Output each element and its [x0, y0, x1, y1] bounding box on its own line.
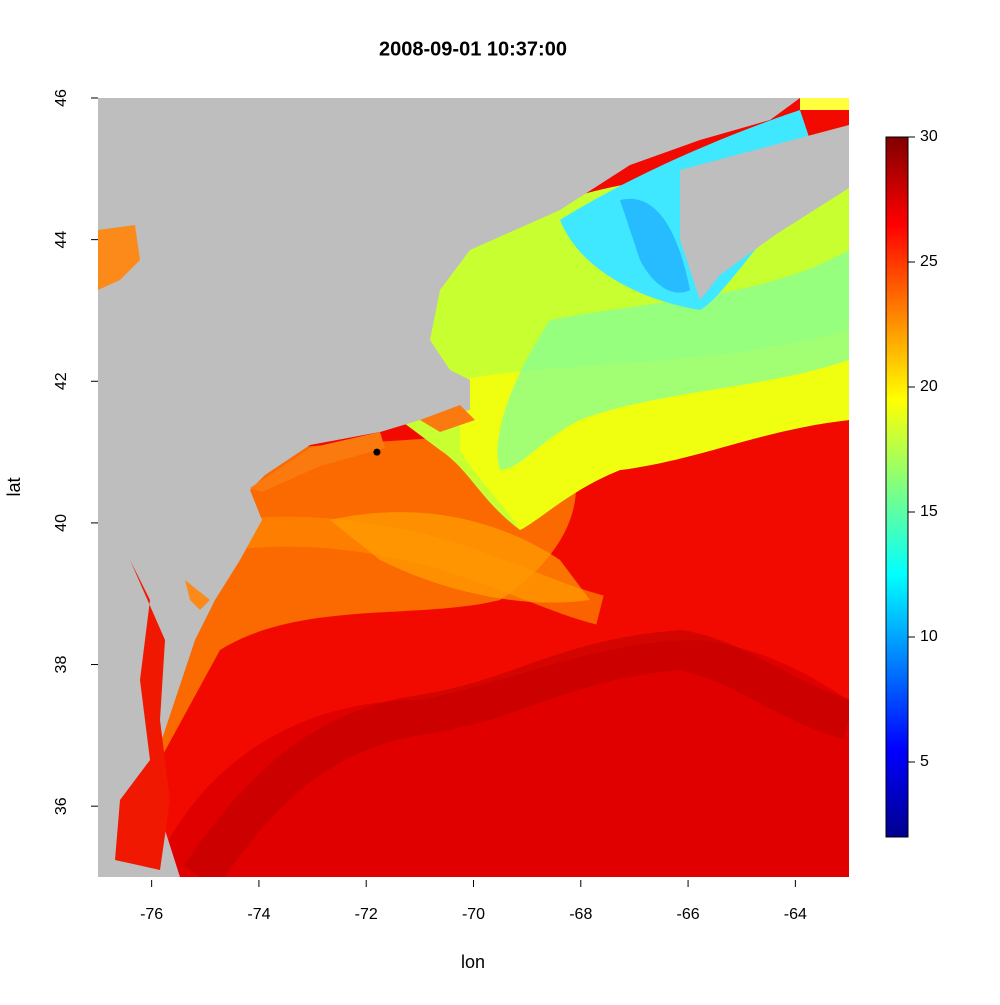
x-tick-label: -74 — [247, 906, 270, 923]
x-tick-label: -72 — [355, 906, 378, 923]
chart-title: 2008-09-01 10:37:00 — [379, 38, 567, 60]
y-tick-label: 46 — [53, 89, 70, 107]
x-tick-label: -76 — [140, 906, 163, 923]
y-tick-label: 42 — [53, 372, 70, 390]
colorbar-tick-label: 20 — [920, 378, 938, 395]
colorbar-tick-label: 15 — [920, 503, 938, 520]
colorbar-tick-label: 30 — [920, 128, 938, 145]
x-tick-label: -68 — [569, 906, 592, 923]
colorbar-tick-label: 25 — [920, 253, 938, 270]
station-point — [373, 448, 381, 456]
y-tick-label: 40 — [53, 514, 70, 532]
x-tick-label: -64 — [784, 906, 807, 923]
colorbar-tick-label: 5 — [920, 753, 929, 770]
colorbar — [885, 136, 909, 838]
x-tick-label: -70 — [462, 906, 485, 923]
y-tick-label: 36 — [53, 797, 70, 815]
y-axis-label: lat — [4, 477, 24, 496]
x-tick-label: -66 — [677, 906, 700, 923]
x-axis-label: lon — [461, 952, 485, 972]
colorbar-tick-label: 10 — [920, 628, 938, 645]
y-tick-label: 44 — [53, 231, 70, 249]
y-tick-label: 38 — [53, 656, 70, 674]
sst-raster — [98, 98, 849, 877]
